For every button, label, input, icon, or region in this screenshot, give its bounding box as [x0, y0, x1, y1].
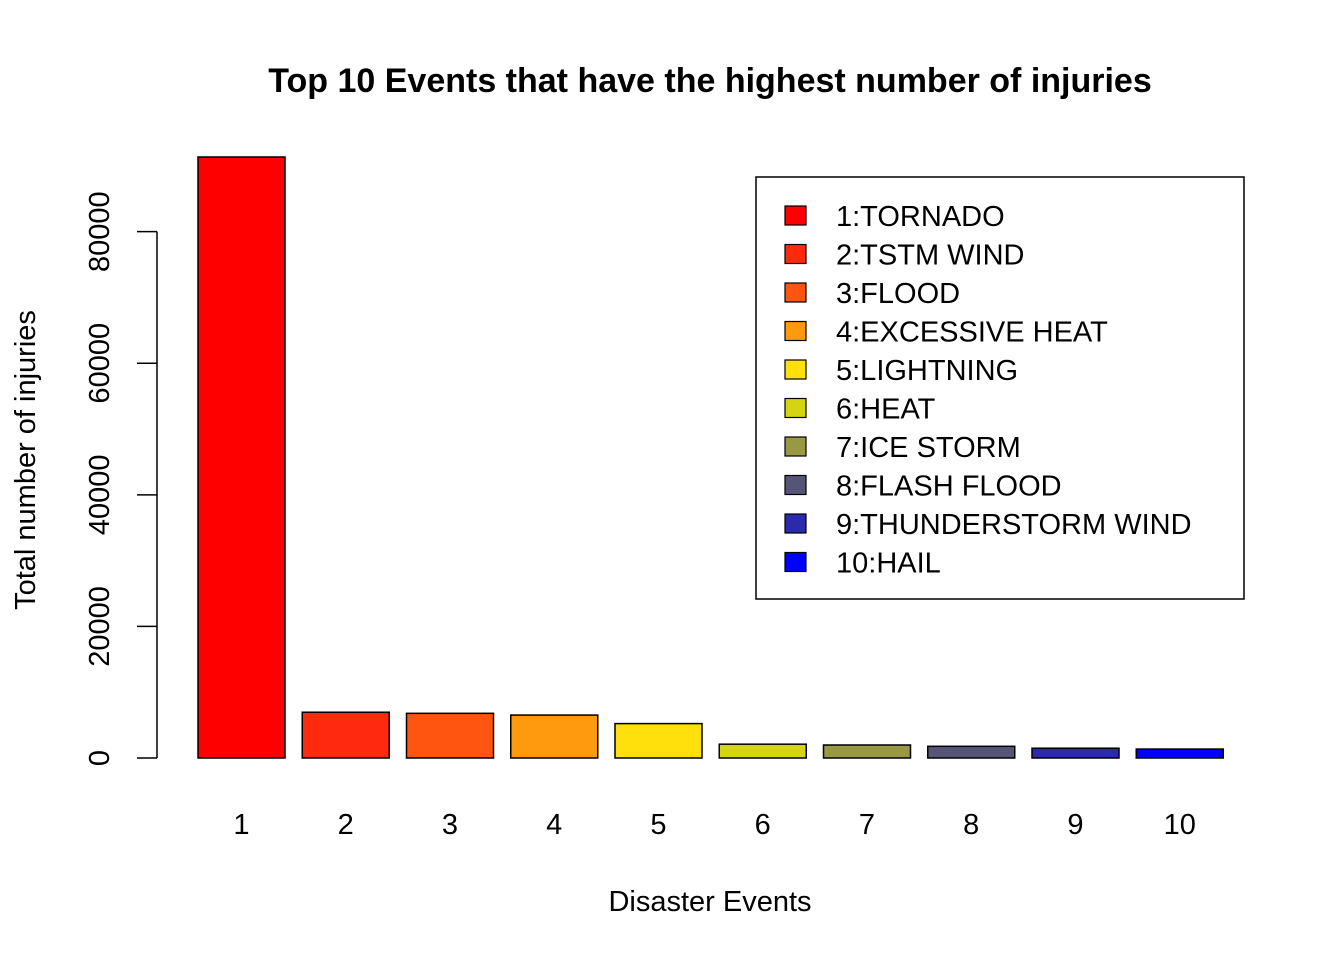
legend-entry: 5:LIGHTNING	[836, 355, 1018, 387]
legend-entry: 9:THUNDERSTORM WIND	[836, 509, 1192, 541]
legend-swatch	[784, 320, 807, 342]
bar	[510, 714, 599, 759]
bar	[301, 711, 390, 759]
bar	[614, 722, 703, 759]
y-tick-label: 0	[84, 750, 116, 766]
legend-entry: 3:FLOOD	[836, 278, 960, 310]
y-axis-label: Total number of injuries	[10, 310, 42, 610]
legend-entry: 4:EXCESSIVE HEAT	[836, 317, 1108, 349]
x-tick-label: 8	[963, 809, 979, 841]
y-tick-label: 20000	[84, 586, 116, 667]
legend-entry: 6:HEAT	[836, 394, 936, 426]
x-tick-label: 6	[755, 809, 771, 841]
bar	[1031, 747, 1120, 759]
x-tick-label: 10	[1164, 809, 1196, 841]
x-axis-label: Disaster Events	[608, 886, 811, 918]
legend-swatch	[784, 474, 807, 496]
legend-entry: 10:HAIL	[836, 548, 941, 580]
y-tick-label: 40000	[84, 454, 116, 535]
legend-swatch	[784, 243, 807, 265]
bar	[718, 743, 807, 759]
bar	[822, 744, 912, 759]
legend-swatch	[784, 551, 807, 573]
x-tick-label: 2	[338, 809, 354, 841]
bar	[1135, 748, 1224, 759]
y-axis: 0 20000 40000 60000 80000	[84, 191, 158, 766]
legend: 1:TORNADO 2:TSTM WIND 3:FLOOD 4:EXCESSIVE H…	[755, 176, 1245, 600]
x-tick-label: 5	[650, 809, 666, 841]
legend-swatch	[784, 282, 807, 303]
y-tick-label: 80000	[84, 191, 116, 272]
legend-entry: 8:FLASH FLOOD	[836, 471, 1062, 503]
chart-title: Top 10 Events that have the highest numb…	[268, 62, 1152, 100]
x-tick-label: 1	[233, 809, 249, 841]
y-tick-label: 60000	[84, 323, 116, 404]
legend-box	[755, 176, 1245, 600]
legend-swatch	[784, 513, 807, 534]
bar	[197, 156, 286, 759]
bar	[405, 712, 495, 759]
x-tick-label: 9	[1067, 809, 1083, 841]
legend-swatch	[784, 397, 807, 419]
legend-swatch	[784, 205, 807, 226]
x-tick-labels: 1 2 3 4 5 6 7 8 9 10	[233, 809, 1195, 841]
x-tick-label: 7	[859, 809, 875, 841]
legend-entry: 7:ICE STORM	[836, 432, 1021, 464]
x-tick-label: 4	[546, 809, 562, 841]
legend-entry: 1:TORNADO	[836, 201, 1005, 233]
bar	[927, 745, 1016, 759]
legend-swatch	[784, 359, 807, 380]
legend-swatch	[784, 436, 807, 457]
legend-entry: 2:TSTM WIND	[836, 240, 1025, 272]
x-tick-label: 3	[442, 809, 458, 841]
bars	[197, 156, 1224, 759]
